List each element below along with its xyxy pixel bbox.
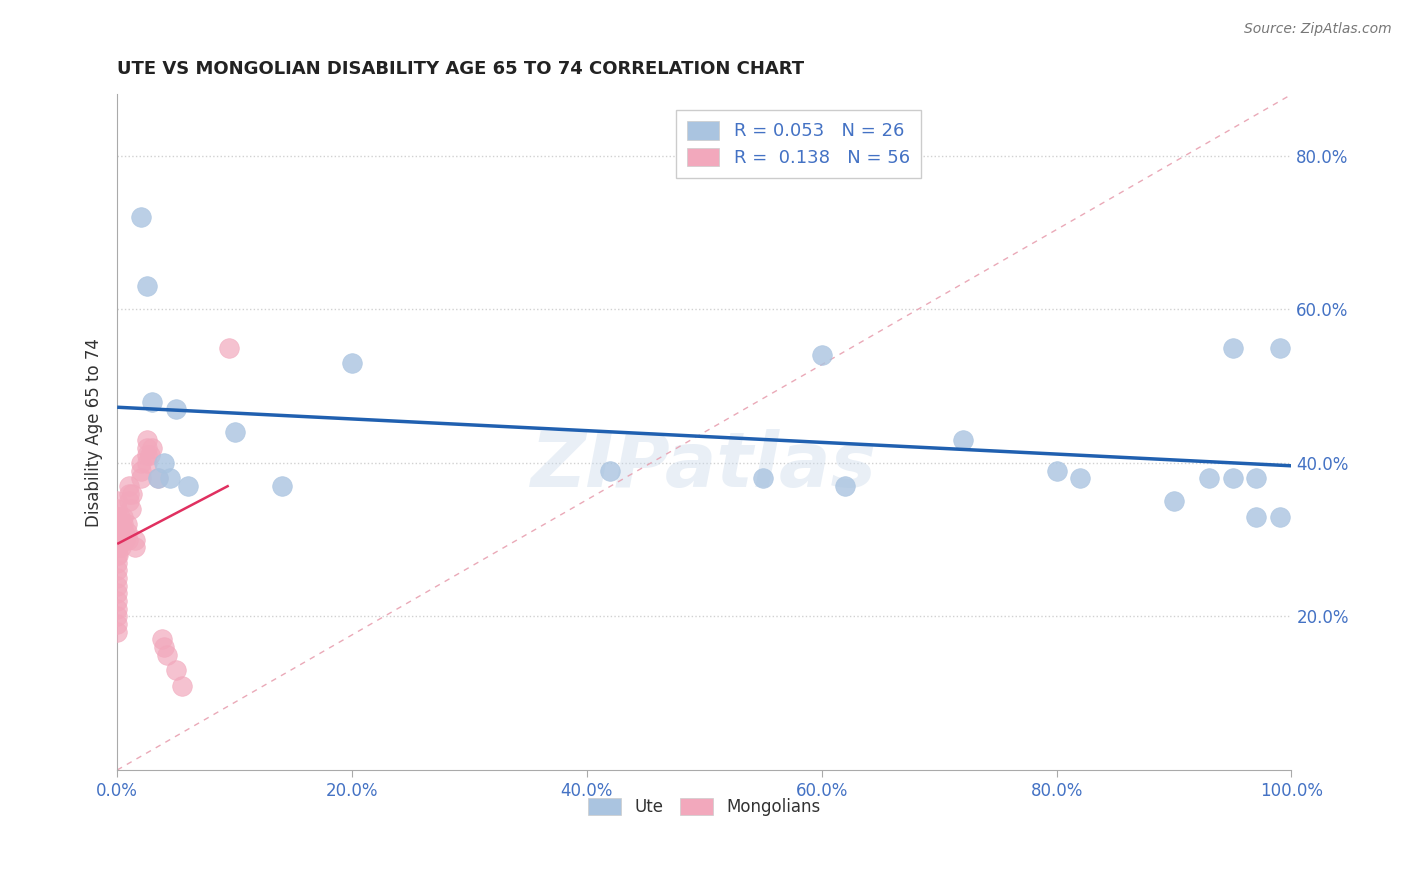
Point bbox=[148, 471, 170, 485]
Y-axis label: Disability Age 65 to 74: Disability Age 65 to 74 bbox=[86, 338, 103, 526]
Point bbox=[105, 594, 128, 608]
Point bbox=[952, 433, 974, 447]
Point bbox=[155, 648, 177, 662]
Point bbox=[118, 479, 141, 493]
Point bbox=[135, 448, 157, 462]
Point bbox=[599, 464, 621, 478]
Point bbox=[170, 679, 193, 693]
Point bbox=[110, 541, 132, 555]
Point bbox=[340, 356, 363, 370]
Point bbox=[834, 479, 856, 493]
Point bbox=[115, 524, 138, 539]
Legend: Ute, Mongolians: Ute, Mongolians bbox=[581, 791, 828, 822]
Point bbox=[108, 509, 131, 524]
Point bbox=[105, 563, 128, 577]
Point bbox=[135, 279, 157, 293]
Point bbox=[112, 509, 135, 524]
Point bbox=[1198, 471, 1220, 485]
Point bbox=[117, 533, 139, 547]
Point bbox=[159, 471, 181, 485]
Point bbox=[105, 502, 128, 516]
Point bbox=[1069, 471, 1091, 485]
Point bbox=[105, 601, 128, 615]
Point bbox=[105, 509, 128, 524]
Point bbox=[105, 624, 128, 639]
Point bbox=[108, 517, 131, 532]
Point bbox=[107, 533, 129, 547]
Point bbox=[111, 524, 134, 539]
Point bbox=[118, 486, 141, 500]
Point bbox=[1244, 471, 1267, 485]
Point bbox=[752, 471, 775, 485]
Point bbox=[150, 632, 173, 647]
Point bbox=[105, 586, 128, 600]
Point bbox=[107, 524, 129, 539]
Point bbox=[120, 502, 142, 516]
Point bbox=[114, 533, 136, 547]
Point bbox=[112, 517, 135, 532]
Point bbox=[165, 402, 187, 417]
Point bbox=[105, 579, 128, 593]
Point bbox=[105, 571, 128, 585]
Point bbox=[115, 517, 138, 532]
Point bbox=[218, 341, 240, 355]
Point bbox=[105, 494, 128, 508]
Point bbox=[135, 441, 157, 455]
Point bbox=[112, 524, 135, 539]
Point bbox=[1244, 509, 1267, 524]
Point bbox=[121, 486, 143, 500]
Point bbox=[1163, 494, 1185, 508]
Point bbox=[129, 456, 152, 470]
Point bbox=[107, 548, 129, 562]
Point bbox=[1268, 341, 1291, 355]
Point bbox=[1222, 341, 1244, 355]
Point bbox=[153, 456, 176, 470]
Point bbox=[141, 441, 163, 455]
Point bbox=[165, 663, 187, 677]
Point bbox=[107, 541, 129, 555]
Point bbox=[108, 524, 131, 539]
Point bbox=[1045, 464, 1067, 478]
Point bbox=[129, 211, 152, 225]
Point bbox=[1268, 509, 1291, 524]
Point bbox=[153, 640, 176, 655]
Point bbox=[139, 448, 162, 462]
Point bbox=[270, 479, 292, 493]
Point bbox=[124, 533, 146, 547]
Point bbox=[129, 464, 152, 478]
Point bbox=[224, 425, 246, 440]
Point bbox=[129, 471, 152, 485]
Point bbox=[1222, 471, 1244, 485]
Point bbox=[141, 394, 163, 409]
Point bbox=[810, 348, 832, 362]
Point bbox=[105, 556, 128, 570]
Point bbox=[105, 548, 128, 562]
Point bbox=[105, 533, 128, 547]
Text: UTE VS MONGOLIAN DISABILITY AGE 65 TO 74 CORRELATION CHART: UTE VS MONGOLIAN DISABILITY AGE 65 TO 74… bbox=[117, 60, 804, 78]
Text: ZIPatlas: ZIPatlas bbox=[531, 429, 877, 503]
Point bbox=[105, 617, 128, 632]
Point bbox=[135, 456, 157, 470]
Point bbox=[105, 609, 128, 624]
Point bbox=[110, 533, 132, 547]
Text: Source: ZipAtlas.com: Source: ZipAtlas.com bbox=[1244, 22, 1392, 37]
Point bbox=[176, 479, 198, 493]
Point bbox=[124, 541, 146, 555]
Point bbox=[135, 433, 157, 447]
Point bbox=[118, 494, 141, 508]
Point bbox=[148, 471, 170, 485]
Point bbox=[105, 524, 128, 539]
